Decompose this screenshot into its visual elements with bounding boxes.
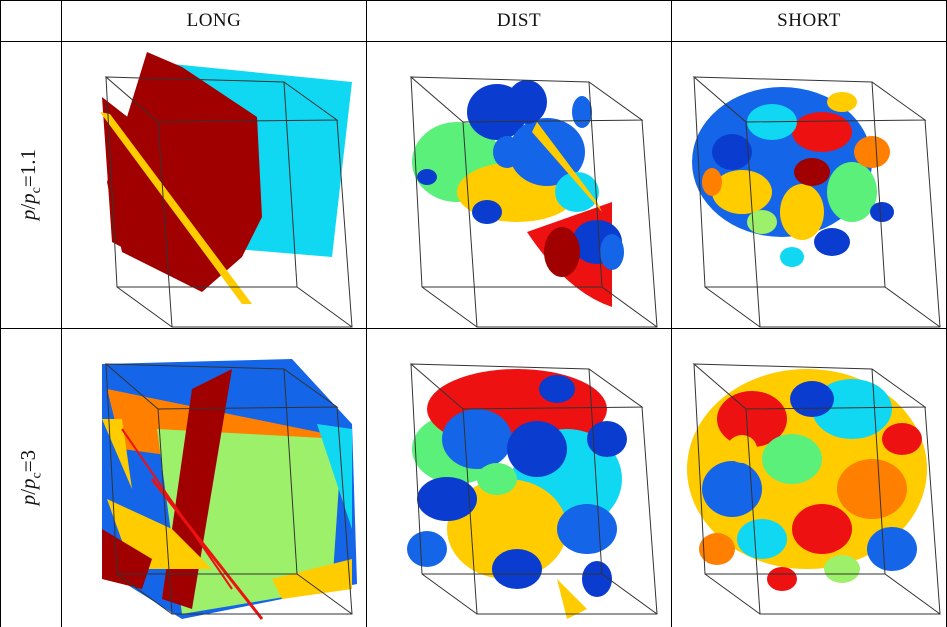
plot-short-p1: [672, 42, 946, 328]
table-border-top: [0, 0, 947, 1]
table-border-left: [0, 0, 1, 627]
row-label-1: p/pc=1.1: [16, 149, 45, 221]
plot-dist-p3: [367, 329, 671, 627]
table-border-col1: [61, 0, 62, 627]
column-header-long: LONG: [186, 10, 242, 31]
plot-long-p1: [62, 42, 366, 328]
table-border-col2: [366, 0, 367, 627]
table-border-header: [0, 41, 947, 42]
column-header-dist: DIST: [496, 10, 542, 31]
table-border-col3: [671, 0, 672, 627]
plot-dist-p1: [367, 42, 671, 328]
column-header-short: SHORT: [777, 10, 841, 31]
plot-short-p3: [672, 329, 946, 627]
row-label-2: p/pc=3: [16, 450, 45, 506]
plot-long-p3: [62, 329, 366, 627]
table-border-middle: [0, 328, 947, 329]
